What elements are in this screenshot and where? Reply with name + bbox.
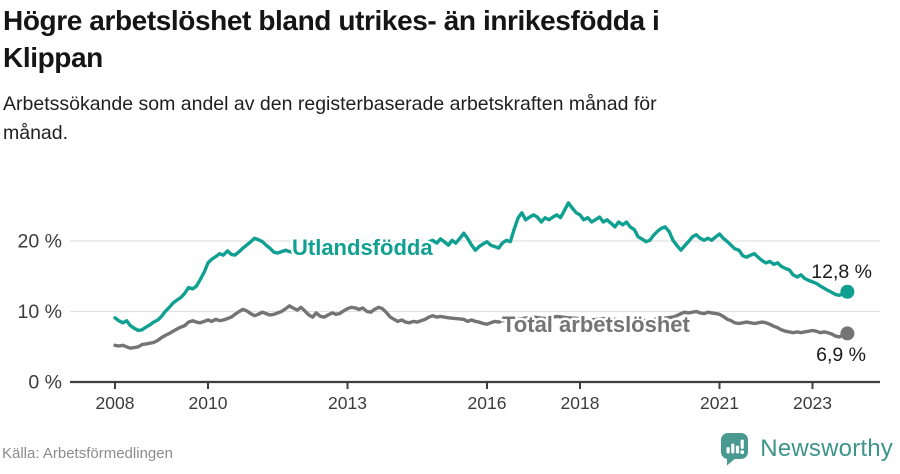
series-end-dot <box>840 284 855 299</box>
subtitle-line-2: månad. <box>3 122 69 144</box>
chart-header: Högre arbetslöshet bland utrikes- än inr… <box>3 2 897 148</box>
series-end-dot <box>840 326 855 341</box>
footer: Källa: Arbetsförmedlingen Newsworthy <box>0 432 900 468</box>
x-axis-tick-label: 2008 <box>96 393 135 413</box>
x-axis-tick-label: 2023 <box>793 393 832 413</box>
series-end-value: 12,8 % <box>811 261 872 283</box>
title-line-2: Klippan <box>3 42 103 73</box>
x-axis-tick-label: 2013 <box>328 393 367 413</box>
subtitle-line-1: Arbetssökande som andel av den registerb… <box>3 93 657 115</box>
x-axis-tick-label: 2010 <box>189 393 228 413</box>
newsworthy-icon <box>721 433 749 466</box>
x-axis-tick-label: 2018 <box>561 393 600 413</box>
chart-subtitle: Arbetssökande som andel av den registerb… <box>3 90 897 148</box>
title-line-1: Högre arbetslöshet bland utrikes- än inr… <box>3 5 660 36</box>
unemployment-line-chart: 0 % 10 % 20 % 2008 2010 2013 2016 2018 2021 2023 U… <box>18 201 880 413</box>
series-line-total <box>113 304 850 350</box>
source-note: Källa: Arbetsförmedlingen <box>2 445 173 462</box>
x-axis-tick-label: 2021 <box>700 393 739 413</box>
series-end-value: 6,9 % <box>816 344 866 366</box>
brand-logo: Newsworthy <box>718 431 893 466</box>
y-axis-tick-label: 0 % <box>28 372 62 394</box>
page-title: Högre arbetslöshet bland utrikes- än inr… <box>3 2 897 76</box>
y-axis-tick-label: 10 % <box>18 301 62 323</box>
x-axis-tick-label: 2016 <box>468 393 507 413</box>
series-line-utlandsfodda <box>113 201 850 333</box>
series-label: Utlandsfödda <box>292 235 433 260</box>
line-chart: 0 % 10 % 20 % 2008 2010 2013 2016 2018 2021 2023 U… <box>0 170 900 425</box>
y-axis-tick-label: 20 % <box>18 231 62 253</box>
series-label: Total arbetslöshet <box>502 312 691 337</box>
brand-name: Newsworthy <box>760 434 893 462</box>
